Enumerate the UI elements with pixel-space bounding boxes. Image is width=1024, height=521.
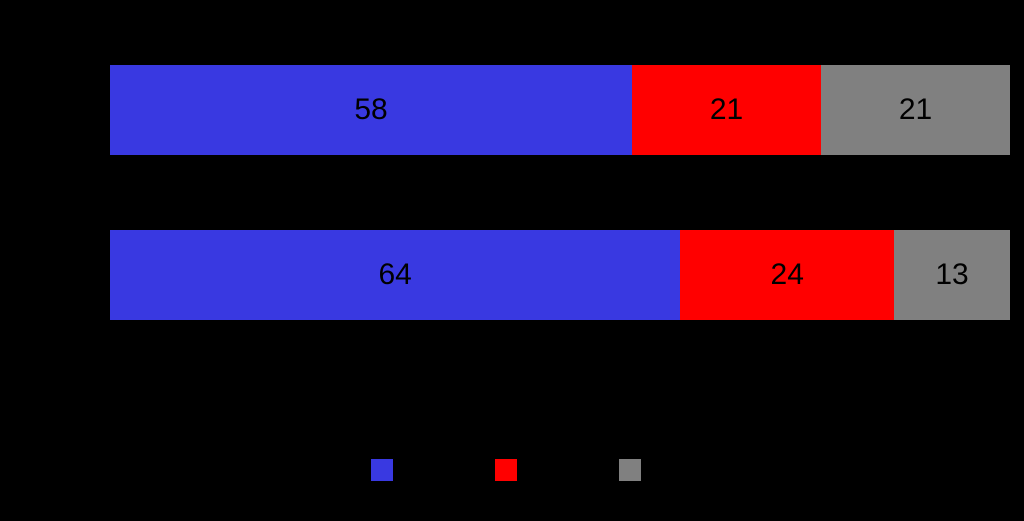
x-tick-label: 0% — [91, 370, 129, 401]
legend-swatch — [495, 459, 517, 481]
stacked-bar-chart: 582121642413 0%20%40%60%80%100% — [0, 0, 1024, 521]
legend-swatch — [619, 459, 641, 481]
bar-segment: 64 — [110, 230, 680, 320]
x-tick-label: 80% — [804, 370, 856, 401]
bar-row: 642413 — [110, 230, 1010, 320]
legend-swatch — [371, 459, 393, 481]
legend-item — [619, 459, 653, 481]
bar-segment: 13 — [894, 230, 1010, 320]
x-tick-label: 20% — [264, 370, 316, 401]
x-tick-label: 100% — [977, 370, 1024, 401]
bar-segment: 24 — [680, 230, 894, 320]
x-tick-label: 40% — [444, 370, 496, 401]
bar-segment: 58 — [110, 65, 632, 155]
gridline — [1012, 20, 1014, 360]
legend-item — [495, 459, 529, 481]
x-tick-label: 60% — [624, 370, 676, 401]
legend — [0, 459, 1024, 481]
legend-item — [371, 459, 405, 481]
bar-segment: 21 — [821, 65, 1010, 155]
bar-row: 582121 — [110, 65, 1010, 155]
bar-segment: 21 — [632, 65, 821, 155]
